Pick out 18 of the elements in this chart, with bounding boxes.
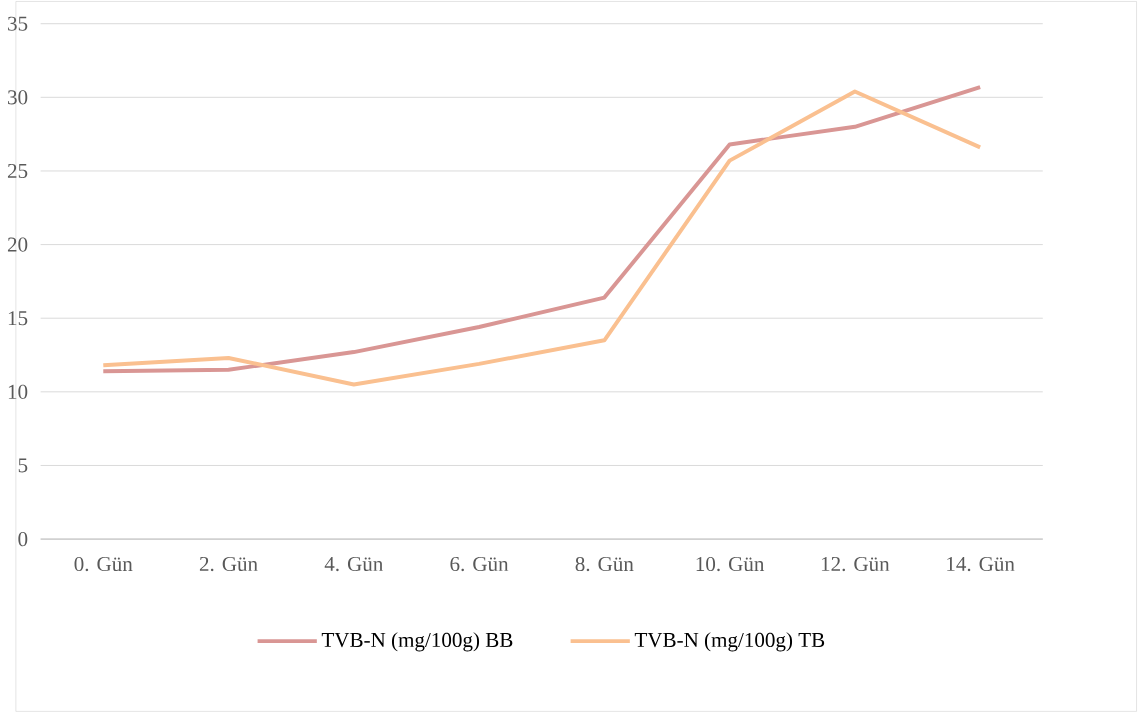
x-tick-label: 4. Gün	[324, 556, 384, 572]
x-tick-label: 2. Gün	[199, 556, 258, 572]
y-tick-label: 10	[8, 384, 28, 399]
y-tick-label: 20	[7, 237, 28, 252]
y-tick-label: 5	[18, 458, 28, 473]
legend-label: TVB-N (mg/100g) BB	[321, 632, 513, 652]
y-tick-label: 0	[18, 532, 28, 547]
x-tick-label: 0. Gün	[74, 556, 133, 572]
y-tick-label: 15	[8, 311, 28, 326]
y-tick-label: 35	[8, 16, 28, 31]
x-tick-label: 12. Gün	[821, 556, 890, 572]
x-tick-label: 8. Gün	[575, 556, 634, 572]
x-tick-label: 6. Gün	[450, 556, 509, 572]
legend-label: TVB-N (mg/100g) TB	[634, 632, 825, 652]
y-tick-label: 30	[8, 90, 28, 105]
x-tick-label: 10. Gün	[696, 556, 765, 572]
y-tick-label: 25	[7, 163, 28, 179]
x-tick-label: 14. Gün	[947, 556, 1015, 572]
